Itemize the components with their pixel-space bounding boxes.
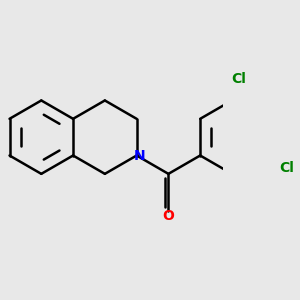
Text: O: O: [163, 209, 174, 223]
Text: N: N: [134, 148, 145, 163]
Text: Cl: Cl: [279, 161, 294, 175]
Text: Cl: Cl: [231, 72, 246, 86]
